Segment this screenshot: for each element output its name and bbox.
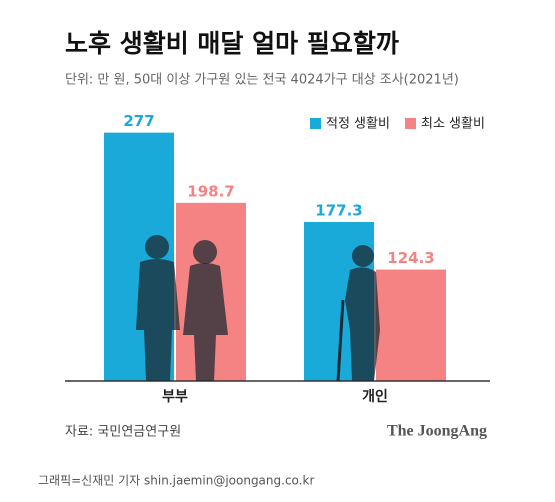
silhouettes bbox=[136, 235, 380, 382]
value-label: 177.3 bbox=[315, 202, 362, 220]
value-label: 277 bbox=[123, 112, 154, 130]
chart-subtitle: 단위: 만 원, 50대 이상 가구원 있는 전국 4024가구 대상 조사(2… bbox=[65, 73, 459, 88]
legend-swatch bbox=[310, 118, 321, 129]
bar bbox=[376, 269, 446, 381]
value-label: 124.3 bbox=[387, 249, 434, 267]
x-tick-label: 부부 bbox=[162, 389, 188, 405]
credit: 그래픽=신재민 기자 shin.jaemin@joongang.co.kr bbox=[38, 474, 314, 488]
legend-label: 적정 생활비 bbox=[326, 117, 390, 132]
value-label: 198.7 bbox=[187, 182, 234, 200]
legend-label: 최소 생활비 bbox=[421, 117, 485, 132]
chart-title: 노후 생활비 매달 얼마 필요할까 bbox=[65, 29, 399, 58]
x-tick-label: 개인 bbox=[362, 388, 388, 405]
source: 자료: 국민연금연구원 bbox=[65, 425, 181, 440]
brand: The JoongAng bbox=[387, 423, 487, 440]
legend-swatch bbox=[405, 118, 416, 129]
